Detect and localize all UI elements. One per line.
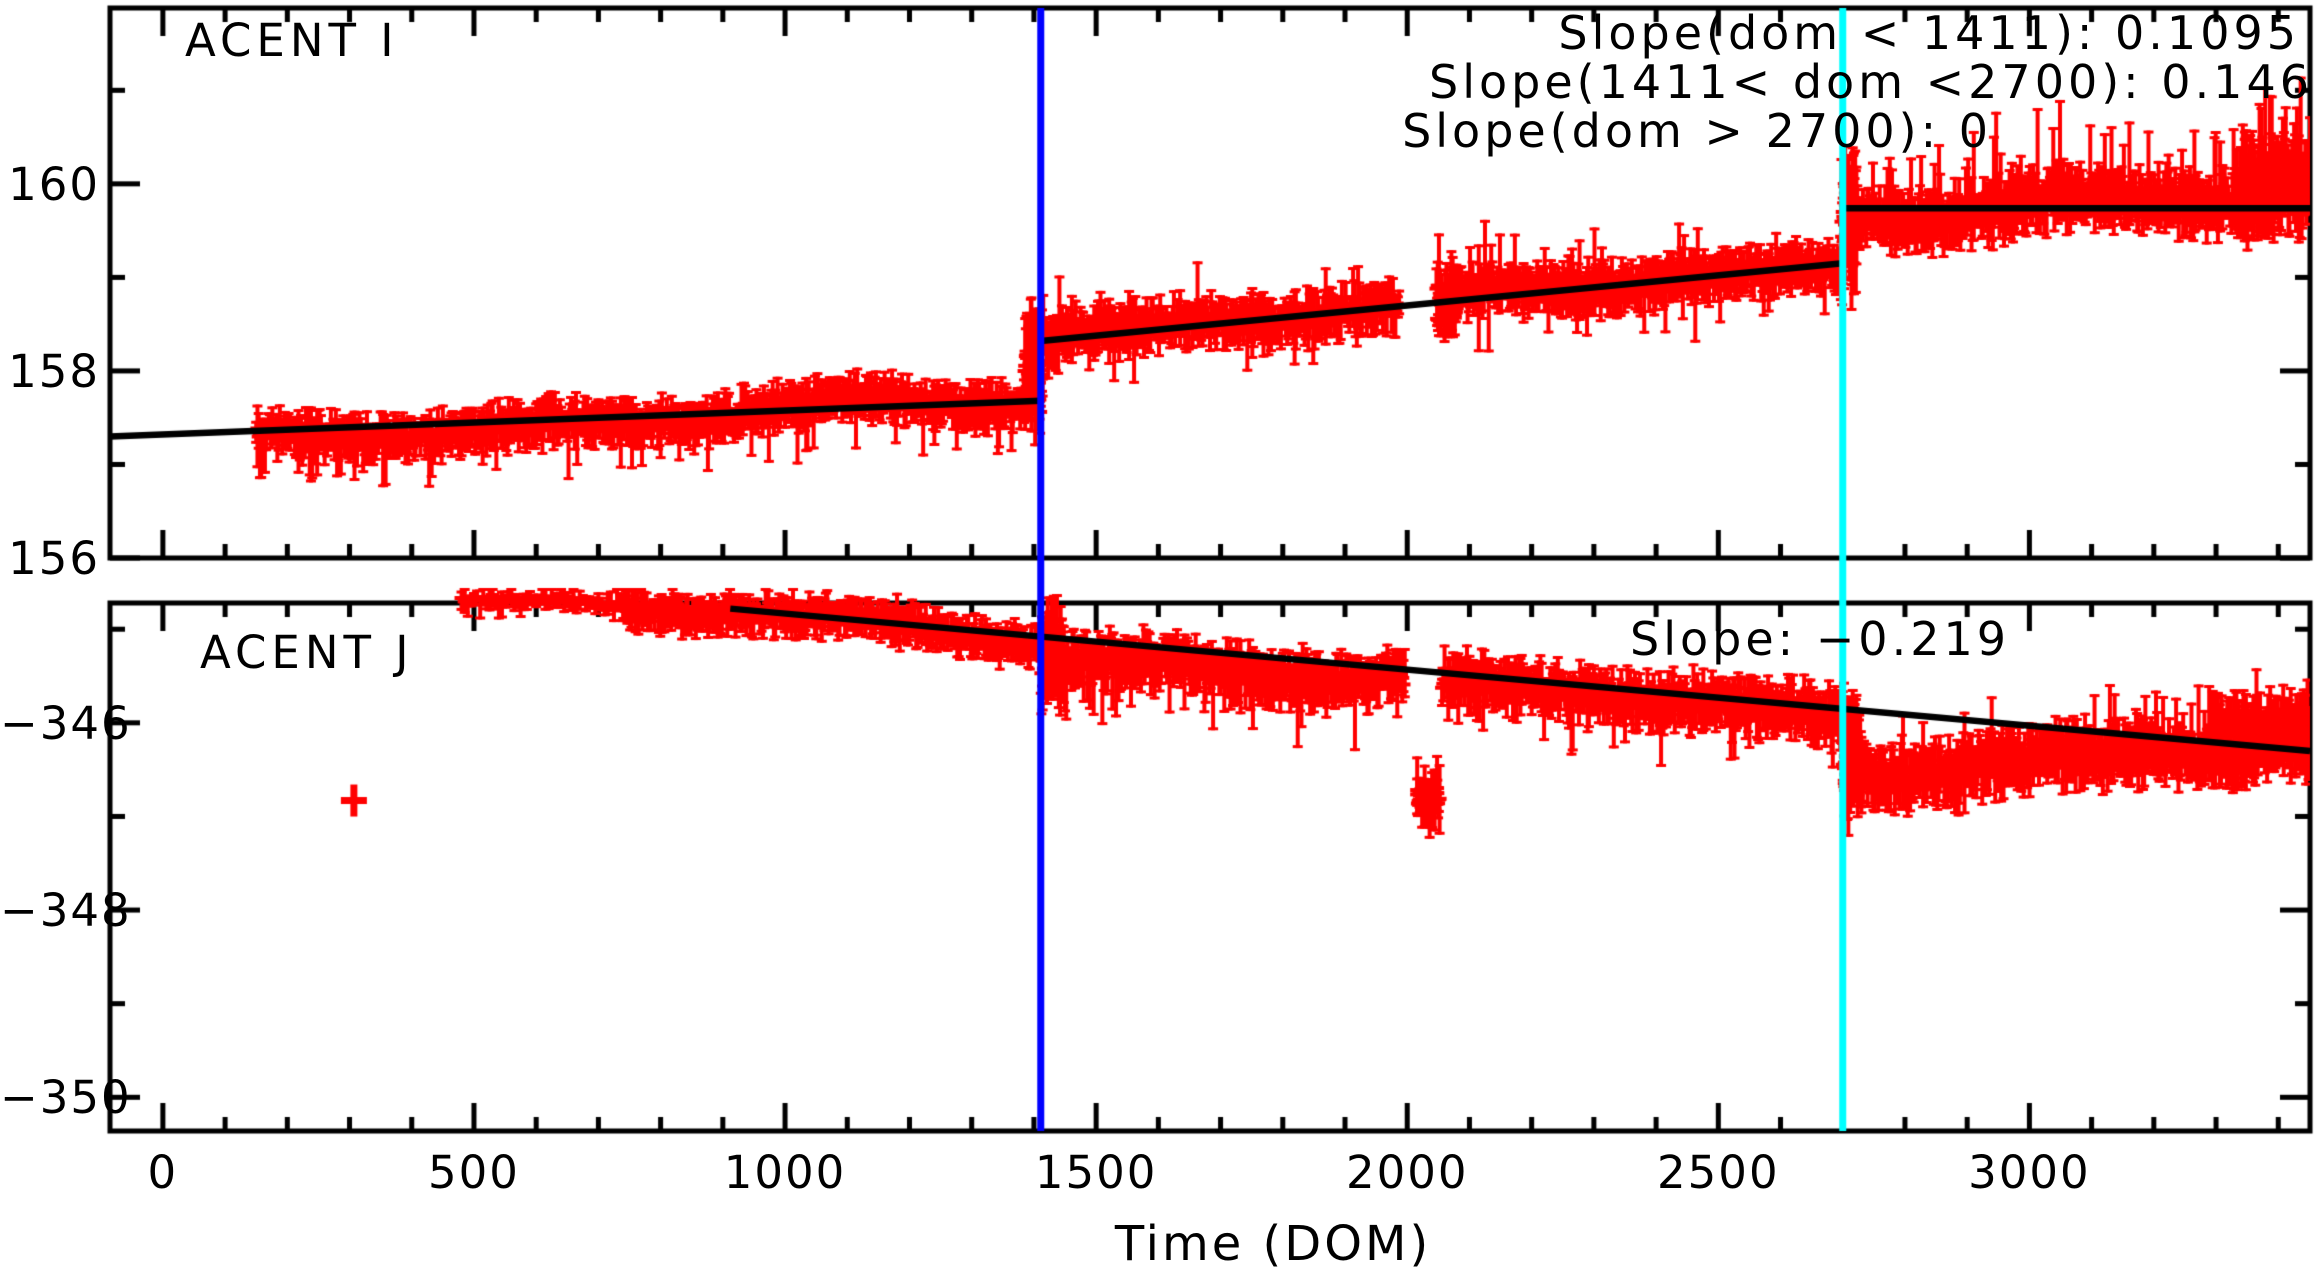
x-tick-label: 0: [147, 1146, 179, 1199]
x-tick-label: 3000: [1968, 1146, 2091, 1199]
x-tick-label: 2000: [1345, 1146, 1469, 1199]
panel-j-title: ACENT J: [200, 626, 414, 679]
slope-annotation-seg2: Slope(1411< dom <2700): 0.146: [1429, 55, 2313, 109]
y-tick-label: 156: [8, 532, 100, 585]
x-axis-title: Time (DOM): [1114, 1216, 1432, 1272]
y-tick-label: 158: [8, 344, 100, 398]
slope-annotation-seg1: Slope(dom < 1411): 0.1095: [1558, 6, 2300, 60]
slope-annotation-seg3: Slope(dom > 2700): 0: [1402, 104, 1992, 158]
x-tick-label: 2500: [1657, 1146, 1780, 1199]
y-tick-label: −348: [0, 884, 132, 938]
x-tick-label: 1000: [723, 1146, 847, 1199]
slope-annotation-panel-j: Slope: −0.219: [1630, 612, 2010, 666]
panel-i-title: ACENT I: [185, 14, 399, 67]
x-tick-label: 500: [428, 1146, 520, 1199]
y-tick-label: 160: [8, 157, 100, 211]
y-tick-label: −346: [0, 696, 132, 750]
y-tick-label: −350: [0, 1071, 132, 1125]
x-tick-label: 1500: [1034, 1146, 1158, 1199]
